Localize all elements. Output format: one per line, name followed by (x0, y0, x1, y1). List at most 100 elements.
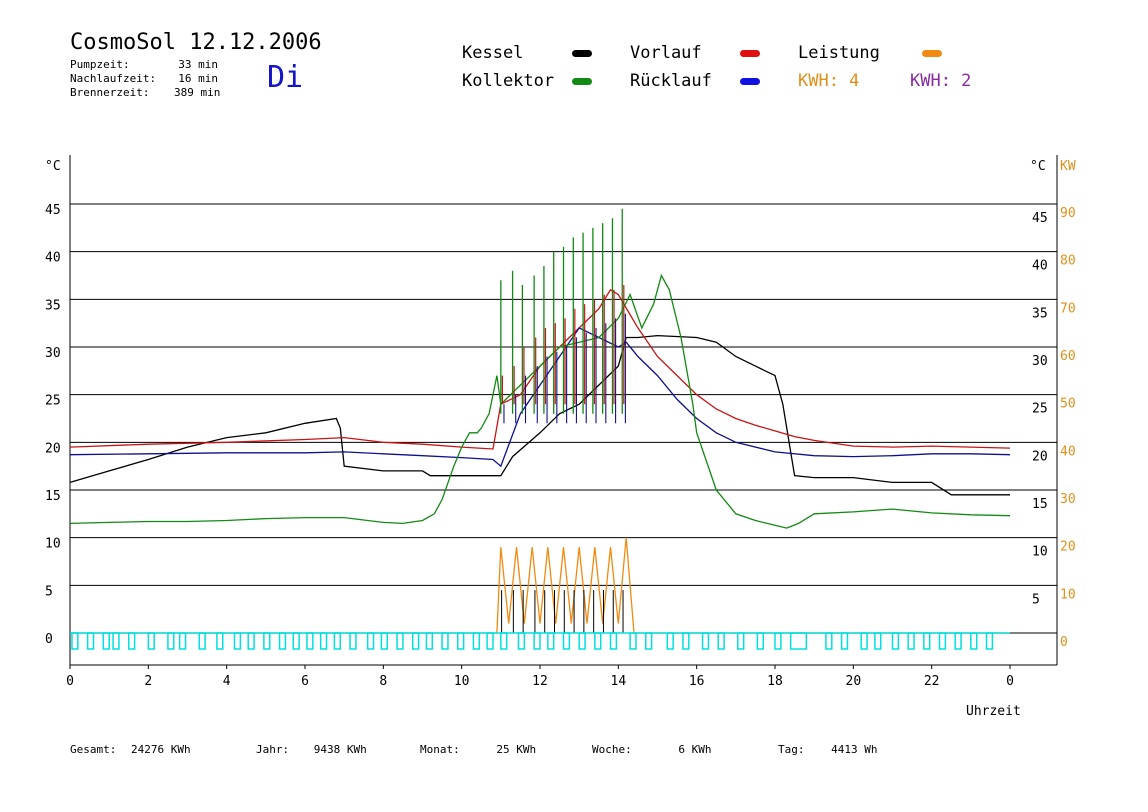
pump-marker (756, 632, 764, 650)
x-tick-label: 16 (689, 674, 705, 689)
pump-marker (825, 632, 833, 650)
legend-ruecklauf-swatch (740, 78, 760, 85)
pump-marker (278, 632, 287, 650)
pump-marker (71, 632, 79, 650)
series-line-kessel (69, 334, 1010, 496)
footer-label: Tag: (778, 743, 805, 756)
pump-marker (562, 632, 571, 650)
pump-marker (366, 632, 375, 650)
pump-marker (907, 632, 915, 650)
x-tick-label: 14 (611, 674, 627, 689)
footer-gesamt: Gesamt: 24276 KWh (70, 743, 191, 756)
pump-marker (380, 632, 388, 650)
pump-marker (985, 632, 994, 650)
pump-marker (198, 632, 206, 650)
y-tick-label-kw: 60 (1060, 349, 1076, 364)
pump-marker (333, 632, 341, 650)
y-tick-label-left: 45 (45, 203, 61, 218)
x-tick-label: 12 (532, 674, 548, 689)
pump-marker (682, 632, 690, 650)
legend-kessel-swatch (572, 50, 592, 57)
y-tick-label-right: 45 (1032, 211, 1048, 226)
y-tick-label-kw: 90 (1060, 206, 1076, 221)
footer-tag: Tag: 4413 Wh (778, 743, 877, 756)
x-tick-label: 0 (66, 674, 74, 689)
stat-row-nachlaufzeit: Nachlaufzeit: 16 min (70, 72, 218, 85)
footer-label: Jahr: (256, 743, 290, 756)
legend-kollektor-swatch (572, 78, 592, 85)
footer-monat: Monat: 25 KWh (420, 743, 536, 756)
footer-value: 9438 KWh (313, 743, 367, 756)
footer-value: 4413 Wh (831, 743, 878, 756)
pump-marker (666, 632, 674, 650)
pump-marker (609, 632, 618, 650)
y-axis-kw-unit: KW (1060, 159, 1076, 174)
pump-marker (970, 632, 978, 650)
y-tick-label-left: 0 (45, 632, 53, 647)
pump-marker (319, 632, 328, 650)
pump-marker (216, 632, 224, 650)
pump-marker (102, 632, 110, 650)
x-tick-label: 20 (846, 674, 862, 689)
pump-marker (789, 632, 808, 650)
y-tick-label-left: 20 (45, 441, 61, 456)
pump-marker (128, 632, 136, 650)
pump-marker (860, 632, 868, 650)
stat-row-brennerzeit: Brennerzeit: 389 min (70, 86, 220, 99)
pump-markers (70, 632, 1010, 650)
pump-marker (533, 632, 541, 650)
pump-marker (774, 632, 782, 650)
stat-label: Brennerzeit: (70, 86, 150, 99)
pump-marker (86, 632, 95, 650)
footer-jahr: Jahr: 9438 KWh (256, 743, 367, 756)
y-tick-label-left: 15 (45, 489, 61, 504)
pump-marker (247, 632, 255, 650)
pump-marker (594, 632, 602, 650)
pump-marker (167, 632, 175, 650)
y-tick-label-right: 40 (1032, 259, 1048, 274)
y-tick-label-right: 35 (1032, 306, 1048, 321)
pump-marker (923, 632, 931, 650)
page-title: CosmoSol 12.12.2006 (70, 30, 322, 55)
pump-marker (840, 632, 849, 650)
stat-value: 16 min (178, 72, 218, 85)
pump-marker (517, 632, 526, 650)
series-line-kollektor (69, 273, 1011, 529)
y-tick-label-kw: 30 (1060, 492, 1076, 507)
y-tick-label-right: 5 (1032, 592, 1040, 607)
pump-marker (425, 632, 434, 650)
pump-marker (472, 632, 481, 650)
y-tick-label-kw: 0 (1060, 635, 1068, 650)
pump-marker (486, 632, 494, 650)
footer-value: 25 KWh (496, 743, 537, 756)
legend-vorlauf-label: Vorlauf (630, 43, 702, 63)
y-tick-label-kw: 70 (1060, 301, 1076, 316)
pump-marker (629, 632, 637, 650)
pump-marker (891, 632, 900, 650)
pump-marker (645, 632, 653, 650)
x-tick-label: 8 (379, 674, 387, 689)
legend-kessel-label: Kessel (462, 43, 524, 63)
legend-leistung-swatch (922, 50, 942, 57)
pump-marker (147, 632, 155, 650)
footer-woche: Woche: 6 KWh (592, 743, 712, 756)
x-tick-label: 6 (301, 674, 309, 689)
y-tick-label-right: 15 (1032, 497, 1048, 512)
series-line-vorlauf (69, 288, 1011, 450)
chart-series (69, 208, 1011, 634)
footer-label: Woche: (592, 743, 632, 756)
pump-marker (349, 632, 357, 650)
pump-marker (292, 632, 300, 650)
pump-marker (701, 632, 710, 650)
pump-marker (500, 632, 508, 650)
weekday-label: Di (267, 60, 304, 95)
y-tick-label-left: 35 (45, 298, 61, 313)
chart-axes (69, 155, 1058, 666)
x-tick-label: 18 (767, 674, 783, 689)
stat-value: 389 min (174, 86, 221, 99)
footer-value: 24276 KWh (130, 743, 191, 756)
pump-marker (178, 632, 187, 650)
series-line-leistung (70, 537, 1010, 634)
y-tick-label-right: 10 (1032, 545, 1048, 560)
